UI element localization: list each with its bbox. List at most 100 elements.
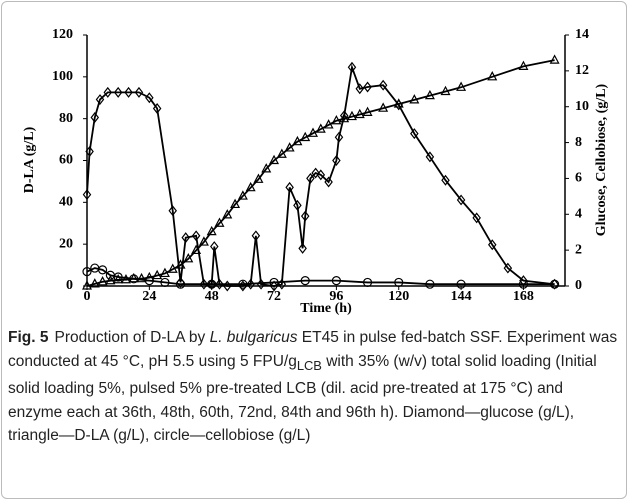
y2-tick-label: 8: [575, 135, 582, 150]
triangle-marker: [237, 190, 248, 200]
circle-marker: [175, 279, 186, 289]
diamond-marker: [215, 278, 224, 290]
triangle-marker: [315, 123, 326, 133]
y2-tick-label: 14: [575, 27, 589, 42]
caption-text: Production of D-LA by: [54, 329, 210, 346]
y-tick-label: 80: [59, 111, 73, 126]
diamond-marker: [306, 172, 315, 184]
circle-marker: [456, 279, 466, 289]
triangle-marker: [362, 106, 373, 116]
circle-marker: [97, 265, 108, 275]
diamond-marker: [332, 155, 341, 166]
triangle-marker: [113, 273, 124, 284]
triangle-marker: [198, 236, 209, 246]
triangle-marker: [284, 142, 295, 152]
diamond-marker: [134, 86, 144, 98]
diamond-marker: [124, 86, 133, 98]
diamond-marker: [394, 99, 403, 111]
diamond-marker: [519, 275, 528, 287]
diamond-marker: [298, 242, 307, 254]
diamond-marker: [199, 278, 209, 290]
y2-tick-label: 2: [575, 242, 582, 257]
caption-text: with 35% (w/v) total solid loading (Init…: [8, 352, 597, 445]
triangle-marker: [253, 173, 264, 183]
caption: Fig. 5 Production of D-LA by L. bulgaricu…: [8, 326, 618, 448]
y2-tick-label: 10: [575, 99, 589, 114]
circle-marker: [113, 272, 123, 282]
y-tick-label: 60: [59, 153, 73, 168]
diamond-marker: [103, 86, 113, 98]
y2-tick-label: 4: [575, 207, 582, 222]
circle-marker: [129, 274, 139, 284]
triangle-marker: [206, 225, 217, 236]
circle-marker: [144, 276, 154, 286]
series-line: [86, 267, 555, 286]
circle-marker: [518, 279, 529, 289]
triangle-marker: [152, 269, 163, 280]
diamond-marker: [95, 94, 105, 106]
diamond-marker: [285, 181, 294, 193]
triangle-marker: [269, 154, 280, 165]
x-tick-label: 72: [267, 289, 281, 304]
diamond-marker: [425, 151, 435, 163]
triangle-marker: [456, 81, 467, 91]
x-tick-label: 168: [513, 289, 534, 304]
circle-marker: [331, 276, 341, 286]
triangle-marker: [222, 209, 233, 219]
y2-axis-title: Glucose, Cellobiose, (g/L): [594, 83, 609, 236]
y2-tick-label: 12: [575, 63, 589, 78]
y-tick-label: 0: [66, 278, 73, 293]
triangle-marker: [331, 114, 342, 125]
y-axis-title: D-LA (g/L): [22, 126, 37, 193]
y-tick-label: 120: [52, 27, 73, 42]
caption-species: L. bulgaricus: [209, 329, 298, 346]
diamond-marker: [311, 167, 320, 179]
x-tick-label: 144: [451, 289, 472, 304]
triangle-marker: [261, 163, 272, 173]
diamond-marker: [472, 212, 481, 224]
triangle-marker: [424, 89, 435, 100]
diamond-marker: [210, 241, 219, 253]
triangle-marker: [487, 71, 498, 81]
x-tick-label: 0: [84, 289, 91, 304]
triangle-marker: [440, 85, 451, 96]
triangle-marker: [354, 108, 365, 119]
circle-marker: [425, 279, 435, 289]
diamond-marker: [355, 83, 365, 95]
diamond-marker: [113, 86, 123, 98]
triangle-marker: [183, 253, 194, 263]
circle-marker: [269, 277, 279, 288]
circle-marker: [207, 279, 217, 289]
series-line: [86, 63, 555, 287]
y-tick-label: 100: [52, 69, 73, 84]
triangle-marker: [300, 131, 311, 142]
triangle-marker: [308, 127, 319, 137]
circle-marker: [82, 267, 92, 277]
series-line: [86, 59, 555, 287]
triangle-marker: [230, 198, 241, 209]
x-tick-label: 24: [142, 289, 156, 304]
triangle-marker: [323, 119, 334, 129]
triangle-marker: [214, 217, 225, 227]
y-tick-label: 20: [59, 236, 73, 251]
circle-marker: [362, 277, 373, 288]
diamond-marker: [363, 81, 372, 93]
y2-tick-label: 0: [575, 278, 582, 293]
caption-subscript: LCB: [296, 357, 322, 373]
diamond-marker: [503, 262, 513, 274]
triangle-marker: [245, 181, 256, 192]
triangle-marker: [97, 276, 108, 286]
diamond-marker: [181, 232, 190, 244]
triangle-marker: [82, 280, 92, 290]
x-tick-label: 120: [388, 289, 409, 304]
triangle-marker: [549, 54, 560, 64]
diamond-marker: [90, 111, 100, 123]
diamond-marker: [456, 194, 466, 206]
triangle-marker: [346, 110, 357, 121]
triangle-marker: [409, 94, 420, 104]
triangle-marker: [378, 102, 389, 112]
triangle-marker: [136, 272, 147, 283]
x-tick-label: 96: [329, 289, 343, 304]
diamond-marker: [316, 169, 326, 181]
caption-label: Fig. 5: [8, 329, 49, 346]
